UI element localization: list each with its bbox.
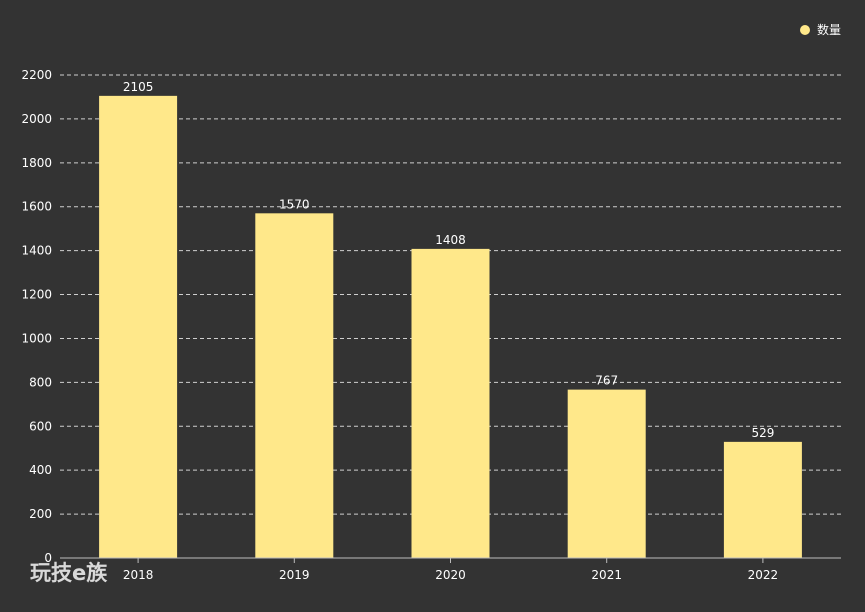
y-tick-label: 200 xyxy=(29,507,52,521)
x-axis: 2018 2019 2020 2021 2022 xyxy=(60,557,841,582)
data-label: 1570 xyxy=(279,197,310,211)
y-tick-label: 1000 xyxy=(21,331,52,345)
y-tick-label: 1800 xyxy=(21,156,52,170)
bar-2018[interactable] xyxy=(99,95,178,559)
bars: 2105 1570 1408 767 529 xyxy=(99,80,802,559)
x-tick-label: 2020 xyxy=(435,568,466,582)
y-tick-label: 0 xyxy=(44,551,52,565)
x-tick-label: 2022 xyxy=(748,568,779,582)
y-tick-label: 400 xyxy=(29,463,52,477)
y-tick-label: 800 xyxy=(29,375,52,389)
y-tick-label: 1200 xyxy=(21,288,52,302)
y-tick-label: 2200 xyxy=(21,68,52,82)
y-tick-label: 600 xyxy=(29,419,52,433)
data-label: 767 xyxy=(595,374,618,388)
bar-2021[interactable] xyxy=(567,389,646,558)
y-tick-label: 1600 xyxy=(21,200,52,214)
data-label: 529 xyxy=(751,426,774,440)
legend-label-quantity: 数量 xyxy=(817,22,841,37)
x-tick-label: 2018 xyxy=(123,568,154,582)
bar-2020[interactable] xyxy=(411,248,490,558)
bar-2019[interactable] xyxy=(255,213,334,558)
data-label: 2105 xyxy=(123,80,154,94)
y-tick-label: 1400 xyxy=(21,244,52,258)
y-axis: 0 200 400 600 800 1000 1200 1400 1600 1800 2000 220… xyxy=(21,68,52,565)
y-tick-label: 2000 xyxy=(21,112,52,126)
x-tick-label: 2021 xyxy=(591,568,622,582)
bar-2022[interactable] xyxy=(723,441,802,558)
data-label: 1408 xyxy=(435,233,466,247)
x-tick-label: 2019 xyxy=(279,568,310,582)
watermark: 玩技e族 xyxy=(30,561,108,585)
legend-swatch xyxy=(800,25,810,35)
legend[interactable]: 数量 xyxy=(800,22,841,37)
